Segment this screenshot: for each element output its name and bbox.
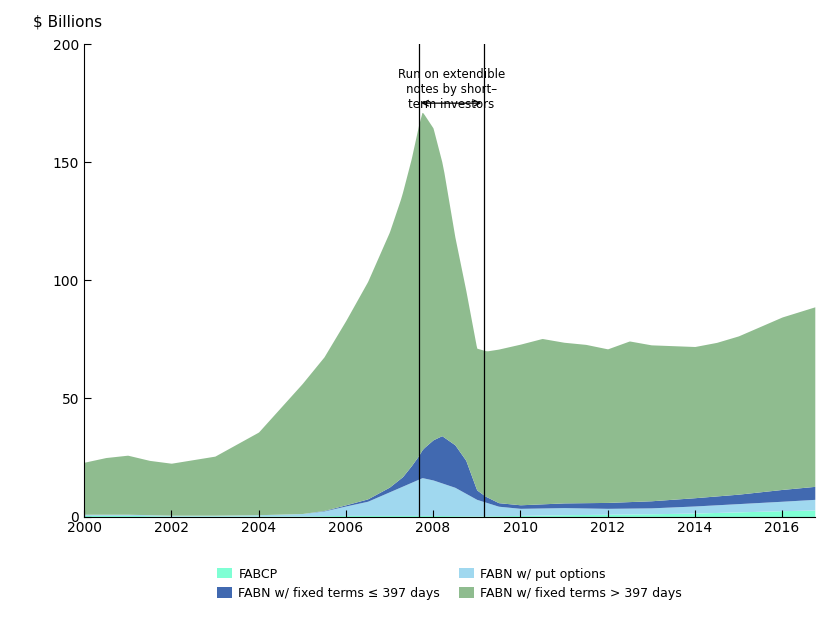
Text: $ Billions: $ Billions bbox=[33, 15, 102, 30]
Legend: FABCP, FABN w/ fixed terms ≤ 397 days, FABN w/ put options, FABN w/ fixed terms : FABCP, FABN w/ fixed terms ≤ 397 days, F… bbox=[212, 563, 687, 605]
Text: Run on extendible
notes by short–
term investors: Run on extendible notes by short– term i… bbox=[397, 68, 505, 111]
